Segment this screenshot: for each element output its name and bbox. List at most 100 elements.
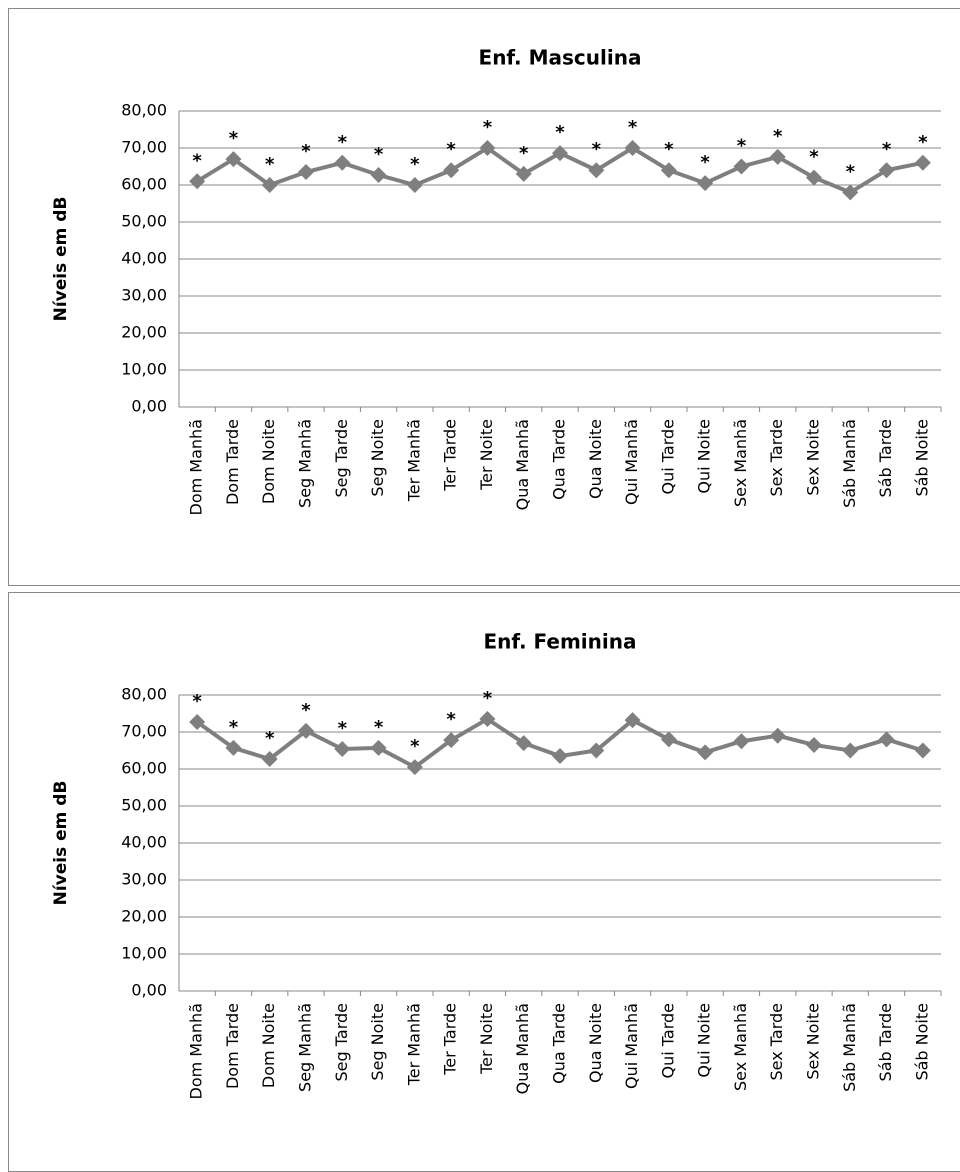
point-label: *: [737, 136, 747, 157]
point-marker: [443, 732, 460, 749]
x-tick-label: Sex Manhã: [731, 419, 750, 507]
x-tick-label: Sex Tarde: [767, 1003, 786, 1081]
y-tick-label: 30,00: [121, 870, 167, 889]
chart-title: Enf. Masculina: [479, 46, 642, 70]
point-marker: [842, 184, 859, 201]
x-tick-label: Qui Tarde: [658, 1003, 677, 1079]
y-tick-label: 30,00: [121, 286, 167, 305]
point-marker: [624, 712, 641, 729]
y-tick-label: 40,00: [121, 833, 167, 852]
point-label: *: [628, 117, 638, 138]
x-tick-label: Seg Tarde: [332, 1003, 351, 1081]
point-marker: [588, 742, 605, 759]
point-marker: [334, 741, 351, 758]
y-axis-title: Níveis em dB: [51, 197, 71, 322]
y-tick-label: 10,00: [121, 360, 167, 379]
point-marker: [515, 165, 532, 182]
point-label: *: [229, 128, 239, 149]
x-tick-label: Sex Noite: [804, 1003, 823, 1080]
y-tick-label: 10,00: [121, 944, 167, 963]
x-tick-label: Seg Noite: [368, 1003, 387, 1081]
x-tick-label: Sex Tarde: [767, 419, 786, 497]
x-tick-label: Qua Manhã: [513, 419, 532, 510]
point-label: *: [338, 132, 348, 153]
y-tick-label: 70,00: [121, 722, 167, 741]
y-tick-label: 40,00: [121, 249, 167, 268]
x-tick-label: Dom Manhã: [187, 419, 206, 515]
point-marker: [334, 154, 351, 171]
x-tick-label: Qua Tarde: [550, 419, 569, 500]
point-marker: [552, 145, 568, 162]
point-marker: [878, 731, 895, 748]
point-label: *: [446, 709, 456, 730]
point-label: *: [483, 688, 493, 709]
point-marker: [624, 140, 641, 156]
point-marker: [298, 164, 314, 181]
point-label: *: [301, 141, 311, 162]
x-tick-label: Ter Noite: [477, 1003, 496, 1075]
point-marker: [733, 158, 750, 175]
chart: Enf. Feminina Níveis em dB 0,00 10,00 20,00 3…: [8, 592, 960, 1172]
x-tick-label: Qua Tarde: [550, 1003, 569, 1084]
chart: Enf. Masculina Níveis em dB 0,00 10,00 20,00…: [8, 8, 960, 586]
point-marker: [189, 173, 206, 190]
point-marker: [769, 148, 786, 165]
x-tick-label: Ter Manhã: [404, 419, 423, 502]
point-marker: [225, 739, 242, 756]
x-tick-label: Qua Manhã: [513, 1003, 532, 1094]
point-label: *: [265, 728, 275, 749]
x-tick-label: Qui Noite: [695, 419, 714, 494]
x-tick-label: Dom Tarde: [223, 419, 242, 505]
x-tick-label: Qui Noite: [695, 1003, 714, 1078]
point-marker: [914, 154, 931, 171]
point-label: *: [555, 122, 565, 143]
y-tick-label: 50,00: [121, 212, 167, 231]
x-tick-label: Qua Noite: [586, 419, 605, 499]
point-label: *: [846, 161, 856, 182]
y-tick-label: 80,00: [121, 685, 167, 704]
x-tick-label: Sáb Tarde: [876, 419, 895, 497]
point-label: *: [338, 718, 348, 739]
point-marker: [479, 140, 496, 156]
x-tick-label: Dom Noite: [259, 1003, 278, 1088]
y-tick-label: 0,00: [131, 397, 167, 416]
x-tick-label: Qui Manhã: [622, 1003, 641, 1089]
point-marker: [298, 722, 314, 739]
point-marker: [697, 175, 714, 192]
point-marker: [406, 759, 423, 776]
point-marker: [479, 711, 496, 728]
point-marker: [842, 742, 859, 759]
point-label: *: [664, 139, 674, 160]
point-marker: [515, 735, 532, 752]
x-tick-label: Ter Manhã: [404, 1003, 423, 1086]
chart-title: Enf. Feminina: [483, 630, 636, 654]
x-tick-label: Seg Noite: [368, 419, 387, 497]
point-marker: [697, 744, 714, 761]
y-tick-label: 20,00: [121, 907, 167, 926]
point-label: *: [374, 717, 384, 738]
point-marker: [261, 751, 278, 768]
y-tick-label: 60,00: [121, 759, 167, 778]
x-tick-label: Seg Manhã: [296, 1003, 315, 1092]
point-marker: [552, 748, 568, 765]
x-tick-label: Ter Tarde: [441, 1003, 460, 1076]
x-tick-label: Seg Manhã: [296, 419, 315, 508]
point-marker: [443, 162, 460, 179]
point-label: *: [410, 736, 420, 757]
point-marker: [769, 727, 786, 744]
x-tick-label: Qui Tarde: [658, 419, 677, 495]
y-tick-label: 70,00: [121, 138, 167, 157]
y-tick-label: 20,00: [121, 323, 167, 342]
x-tick-label: Sex Noite: [804, 419, 823, 496]
point-marker: [370, 167, 387, 184]
point-marker: [660, 162, 677, 179]
x-tick-label: Sáb Tarde: [876, 1003, 895, 1081]
point-label: *: [882, 139, 892, 160]
x-tick-label: Dom Tarde: [223, 1003, 242, 1089]
x-tick-label: Dom Manhã: [187, 1003, 206, 1099]
point-marker: [370, 739, 387, 756]
point-label: *: [192, 150, 202, 171]
point-marker: [225, 151, 242, 168]
x-tick-label: Sáb Manhã: [840, 1003, 859, 1092]
